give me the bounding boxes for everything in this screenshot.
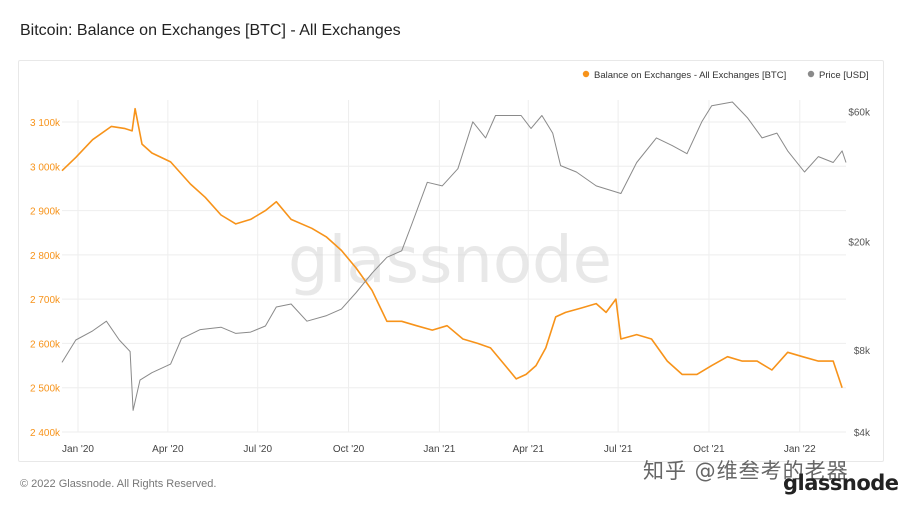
x-tick-label: Jan '21 bbox=[423, 444, 455, 455]
series-balance-line bbox=[61, 107, 843, 388]
x-tick-label: Oct '20 bbox=[333, 444, 365, 455]
y-left-tick-label: 2 500k bbox=[30, 384, 61, 395]
chart-legend: Balance on Exchanges - All Exchanges [BT… bbox=[582, 70, 869, 81]
y-right-tick-label: $60k bbox=[848, 108, 871, 119]
y-right-tick-label: $20k bbox=[848, 238, 871, 249]
y-left-tick-label: 3 000k bbox=[30, 162, 61, 173]
x-tick-label: Jul '21 bbox=[604, 444, 633, 455]
legend-marker bbox=[807, 70, 815, 78]
y-left-tick-label: 2 800k bbox=[30, 251, 61, 262]
x-tick-label: Jul '20 bbox=[243, 444, 272, 455]
legend-marker bbox=[582, 70, 590, 78]
footer-copyright: © 2022 Glassnode. All Rights Reserved. bbox=[20, 478, 217, 490]
chart-title: Bitcoin: Balance on Exchanges [BTC] - Al… bbox=[20, 22, 401, 39]
y-right-tick-label: $4k bbox=[854, 428, 871, 439]
x-tick-label: Jan '20 bbox=[62, 444, 94, 455]
x-tick-label: Apr '21 bbox=[513, 444, 545, 455]
x-tick-label: Jan '22 bbox=[784, 444, 816, 455]
series-layer bbox=[61, 101, 847, 411]
y-right-tick-label: $8k bbox=[854, 346, 871, 357]
legend-item-price[interactable]: Price [USD] bbox=[807, 70, 869, 81]
zhihu-watermark: 知乎 @维叁考的老器 bbox=[643, 459, 849, 483]
y-left-tick-label: 2 600k bbox=[30, 339, 61, 350]
axes: 3 100k 3 000k 2 900k 2 800k 2 700k 2 600k 2 50… bbox=[30, 108, 871, 455]
legend-label: Price [USD] bbox=[819, 70, 869, 81]
glassnode-logo: glassnode bbox=[783, 471, 899, 495]
legend-item-balance[interactable]: Balance on Exchanges - All Exchanges [BT… bbox=[582, 70, 786, 81]
y-left-tick-label: 2 700k bbox=[30, 295, 61, 306]
series-price-line bbox=[61, 101, 847, 411]
chart-panel bbox=[18, 60, 884, 462]
y-left-tick-label: 2 400k bbox=[30, 428, 61, 439]
legend-label: Balance on Exchanges - All Exchanges [BT… bbox=[594, 70, 786, 81]
x-tick-label: Oct '21 bbox=[693, 444, 725, 455]
x-tick-label: Apr '20 bbox=[152, 444, 184, 455]
y-left-tick-label: 2 900k bbox=[30, 207, 61, 218]
chart-watermark: glassnode bbox=[288, 224, 612, 298]
y-left-tick-label: 3 100k bbox=[30, 118, 61, 129]
